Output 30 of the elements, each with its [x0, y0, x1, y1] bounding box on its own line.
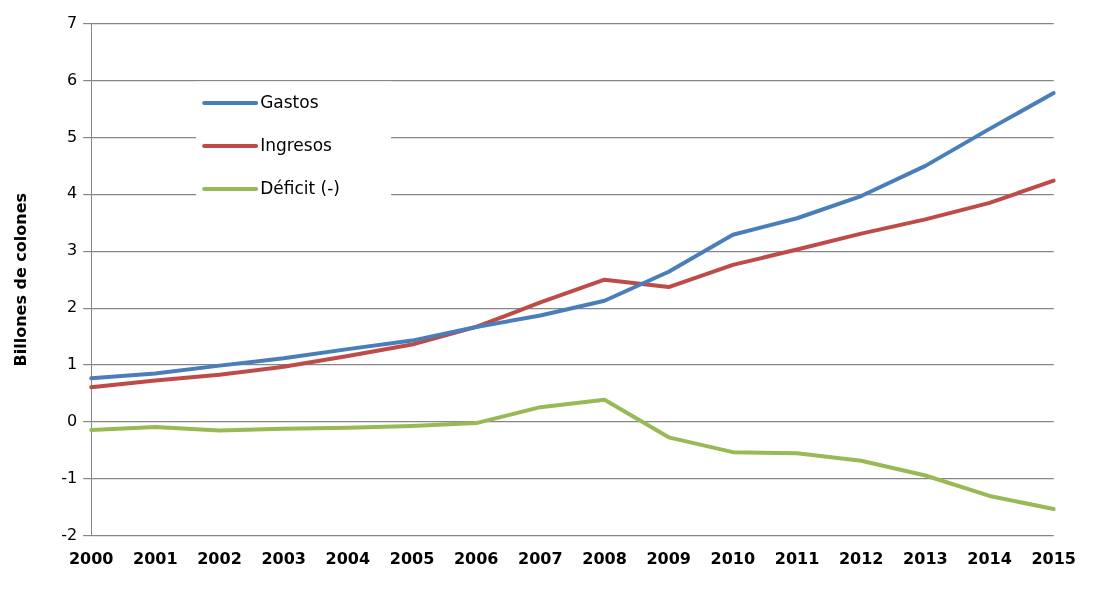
- x-tick-label: 2000: [68, 548, 114, 568]
- x-tick-label: 2014: [967, 548, 1012, 568]
- x-tick-label: 2007: [518, 548, 563, 568]
- y-tick-label: -1: [61, 468, 78, 488]
- y-tick-label: -2: [61, 524, 78, 544]
- y-tick-label: 7: [66, 12, 78, 32]
- x-tick-label: 2002: [197, 548, 242, 568]
- x-tick-label: 2005: [389, 548, 435, 568]
- x-tick-label: 2011: [774, 548, 820, 568]
- x-tick-label: 2008: [582, 548, 627, 568]
- legend-label: Ingresos: [260, 134, 333, 155]
- x-tick-label: 2012: [838, 548, 884, 568]
- legend-label: Déficit (-): [260, 177, 340, 198]
- x-tick-label: 2010: [710, 548, 756, 568]
- x-tick-label: 2006: [453, 548, 499, 568]
- y-tick-label: 4: [66, 183, 78, 203]
- y-tick-label: 3: [66, 240, 78, 260]
- x-tick-label: 2003: [261, 548, 306, 568]
- x-tick-label: 2013: [903, 548, 948, 568]
- legend-label: Gastos: [260, 91, 319, 112]
- x-tick-label: 2015: [1031, 548, 1076, 568]
- y-tick-label: 0: [66, 411, 78, 431]
- y-axis-title: Billones de colones: [10, 192, 30, 367]
- y-tick-label: 6: [66, 69, 78, 89]
- y-tick-label: 5: [66, 126, 78, 146]
- x-tick-label: 2009: [646, 548, 691, 568]
- y-tick-label: 2: [66, 297, 78, 317]
- y-tick-label: 1: [66, 354, 78, 374]
- x-tick-label: 2001: [133, 548, 178, 568]
- x-tick-label: 2004: [325, 548, 371, 568]
